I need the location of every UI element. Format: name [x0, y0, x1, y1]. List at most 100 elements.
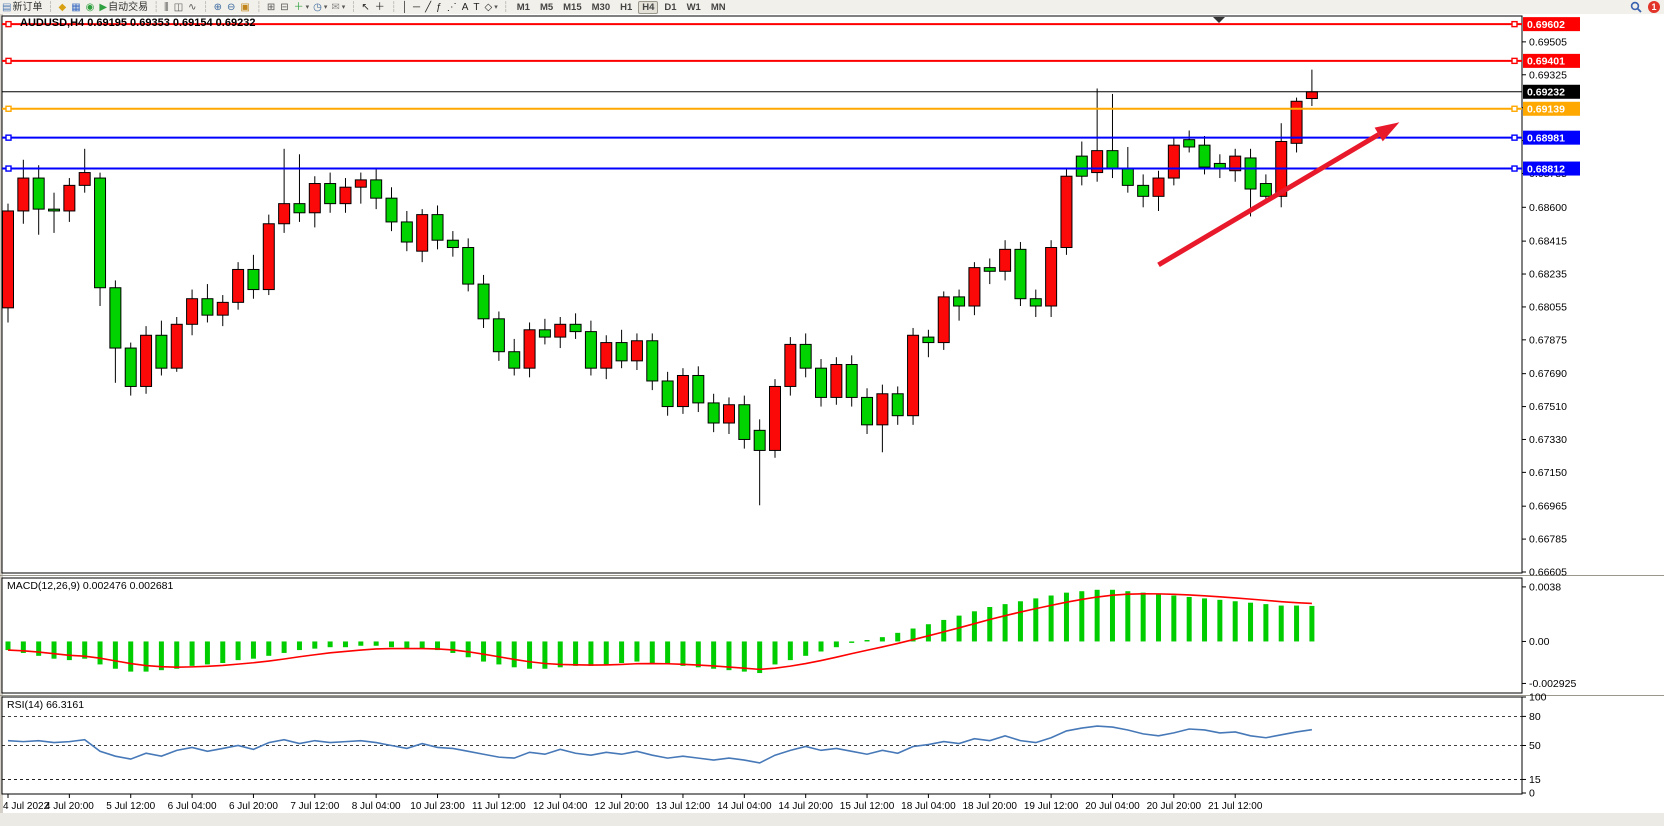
data-window-icon[interactable]: ▦ [71, 1, 81, 14]
time-axis-label: 20 Jul 04:00 [1085, 801, 1140, 812]
bar-chart-icon[interactable]: ⫼ [164, 1, 170, 14]
indicators-icon[interactable]: ＋ ▾ [294, 1, 310, 14]
timeframe-button-H4[interactable]: H4 [638, 0, 659, 14]
line-handle[interactable] [5, 20, 12, 28]
shapes-icon[interactable]: ◇ ▾ [484, 1, 497, 14]
macd-histogram-bar [818, 641, 824, 652]
notification-badge[interactable]: 1 [1648, 1, 1660, 13]
tile-windows-icon[interactable]: ▣ [240, 1, 250, 14]
rsi-axis-label: 50 [1529, 740, 1541, 752]
line-handle[interactable] [1511, 134, 1518, 141]
macd-histogram-bar [112, 641, 118, 669]
trend-arrow-line[interactable] [1157, 132, 1380, 268]
line-handle[interactable] [1511, 57, 1518, 65]
candle-body [1259, 183, 1272, 197]
dropdown-caret-icon: ▾ [305, 3, 310, 11]
label-icon[interactable]: T [473, 1, 480, 14]
candle-body [646, 340, 659, 382]
trend-arrow-head[interactable] [1374, 122, 1400, 142]
templates-icon[interactable]: ✉ ▾ [331, 1, 345, 14]
line-handle[interactable] [5, 105, 12, 112]
macd-indicator-label: MACD(12,26,9) 0.002476 0.002681 [7, 580, 174, 592]
line-handle[interactable] [1511, 20, 1518, 28]
market-watch-icon: ◆ [58, 1, 67, 13]
timeframe-button-MN[interactable]: MN [710, 1, 726, 13]
data-window-icon: ▦ [71, 1, 81, 13]
zoom-in-icon[interactable]: ⊕ [214, 1, 223, 14]
timeframe-button-M30[interactable]: M30 [591, 1, 611, 13]
time-axis-label: 4 Jul 2022 [3, 801, 50, 812]
timeframe-button-M15[interactable]: M15 [563, 1, 582, 13]
candle-chart-icon[interactable]: ◫ [174, 1, 184, 14]
time-axis-label: 19 Jul 12:00 [1024, 801, 1079, 812]
candle-body [385, 197, 398, 223]
candle-body [999, 248, 1012, 272]
vertical-line-icon[interactable]: │ [402, 1, 409, 14]
label-icon: T [473, 1, 480, 13]
toolbar-right-group: 1 [1630, 1, 1660, 13]
cursor-icon[interactable]: ↖ [361, 1, 370, 14]
line-handle[interactable] [5, 134, 12, 141]
time-axis-label: 4 Jul 20:00 [45, 801, 94, 812]
macd-histogram-bar [143, 641, 149, 672]
trendline-icon: ╱ [425, 1, 432, 13]
macd-histogram-bar [20, 641, 26, 653]
price-badge [1523, 53, 1580, 68]
macd-histogram-bar [1048, 595, 1054, 642]
cascade-windows-icon[interactable]: ⊟ [280, 1, 289, 14]
new-order-icon[interactable]: ▤ 新订单 [2, 1, 42, 14]
arrange-windows-icon[interactable]: ⊞ [267, 1, 276, 14]
timeframe-button-M1[interactable]: M1 [516, 1, 530, 13]
horizontal-line-icon[interactable]: ─ [413, 1, 421, 14]
search-icon[interactable] [1630, 1, 1642, 13]
candle-body [48, 208, 61, 212]
price-badge [1523, 161, 1580, 176]
price-axis-label: 0.68055 [1529, 301, 1567, 313]
crosshair-icon[interactable]: ＋ [375, 1, 386, 14]
timeframe-button-W1[interactable]: W1 [686, 1, 701, 13]
fibonacci-icon[interactable]: ƒ [436, 1, 443, 14]
candle-body [815, 367, 828, 398]
time-axis-label: 14 Jul 04:00 [717, 801, 772, 812]
macd-pane[interactable] [1, 577, 1523, 694]
line-handle[interactable] [1511, 165, 1518, 172]
line-chart-icon[interactable]: ∿ [188, 1, 197, 14]
price-badge [1523, 101, 1580, 116]
market-watch-icon[interactable]: ◆ [58, 1, 67, 14]
zoom-out-icon[interactable]: ⊖ [227, 1, 236, 14]
macd-histogram-bar [987, 607, 993, 642]
main-price-pane[interactable] [1, 15, 1523, 574]
text-icon[interactable]: A [462, 1, 470, 14]
toolbar-separator: ┆ [502, 1, 509, 13]
autotrading-icon[interactable]: ▶ 自动交易 [99, 1, 148, 14]
periods-icon[interactable]: ◷ ▾ [313, 1, 327, 14]
fibo-fan-icon[interactable]: ⋰ [447, 1, 458, 14]
timeframe-button-D1[interactable]: D1 [664, 1, 677, 13]
fibonacci-icon: ƒ [436, 1, 442, 13]
candle-body [538, 329, 551, 338]
time-axis-label: 18 Jul 04:00 [901, 801, 956, 812]
navigator-icon[interactable]: ◉ [86, 1, 96, 14]
line-handle[interactable] [1511, 105, 1518, 112]
timeframe-button-H1[interactable]: H1 [620, 1, 633, 13]
candle-body [692, 374, 705, 404]
timeframe-button-M5[interactable]: M5 [539, 1, 554, 13]
macd-histogram-bar [1186, 596, 1192, 642]
macd-histogram-bar [481, 641, 487, 662]
candle-body [1121, 168, 1134, 186]
candle-body [170, 323, 183, 369]
price-axis-label: 0.69325 [1529, 69, 1567, 81]
price-badge-label: 0.69139 [1527, 104, 1565, 116]
trendline-icon[interactable]: ╱ [425, 1, 432, 14]
line-handle[interactable] [5, 165, 12, 172]
candle-body [1029, 298, 1042, 307]
cursor-icon: ↖ [361, 1, 370, 13]
price-axis-label: 0.67510 [1529, 401, 1567, 413]
macd-histogram-bar [849, 641, 855, 643]
bottom-strip [0, 813, 1664, 826]
line-handle[interactable] [5, 57, 12, 65]
candle-body [769, 385, 781, 451]
macd-histogram-bar [634, 641, 640, 662]
